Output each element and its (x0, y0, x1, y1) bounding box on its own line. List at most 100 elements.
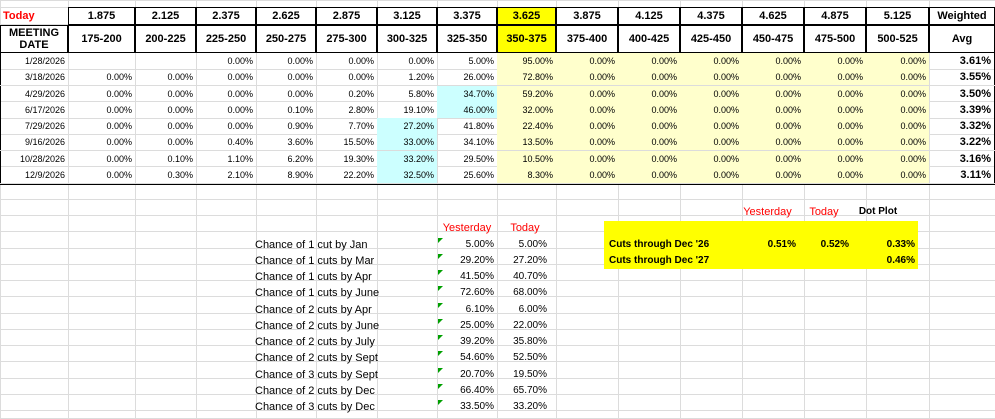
rate-header[interactable]: 1.875 (68, 7, 135, 25)
probability-cell[interactable]: 1.20% (408, 72, 434, 82)
probability-cell[interactable]: 0.00% (742, 53, 804, 69)
probability-cell[interactable]: 2.10% (227, 170, 253, 180)
rate-header[interactable]: 2.375 (196, 7, 256, 25)
range-header[interactable]: 175-200 (68, 25, 135, 53)
probability-cell[interactable]: 0.00% (556, 118, 618, 134)
chance-yesterday[interactable]: 41.50% (460, 271, 494, 282)
probability-cell[interactable]: 1.10% (227, 154, 253, 164)
probability-cell[interactable]: 0.00% (618, 102, 680, 118)
probability-cell[interactable]: 0.00% (556, 69, 618, 85)
range-header[interactable]: 350-375 (497, 25, 556, 53)
probability-cell[interactable]: 0.00% (287, 72, 313, 82)
probability-cell[interactable]: 0.00% (804, 167, 866, 183)
probability-cell[interactable]: 0.00% (287, 56, 313, 66)
probability-cell[interactable]: 0.20% (348, 89, 374, 99)
chance-label[interactable]: Chance of 1 cut by Jan (255, 239, 368, 251)
meeting-date-cell[interactable]: 6/17/2026 (0, 102, 68, 118)
probability-cell[interactable]: 0.30% (167, 170, 193, 180)
meeting-date-cell[interactable]: 4/29/2026 (0, 86, 68, 102)
meeting-date-cell[interactable]: 9/16/2026 (0, 134, 68, 150)
probability-cell[interactable]: 0.00% (680, 118, 742, 134)
cuts-label[interactable]: Cuts through Dec '26 (609, 239, 710, 250)
chance-today[interactable]: 40.70% (513, 271, 547, 282)
weighted-avg-cell[interactable]: 3.39% (929, 102, 995, 118)
range-header[interactable]: 200-225 (135, 25, 196, 53)
probability-cell[interactable]: 0.00% (227, 56, 253, 66)
rate-header[interactable]: 2.875 (316, 7, 377, 25)
chance-today[interactable]: 22.00% (513, 320, 547, 331)
probability-cell[interactable]: 0.00% (866, 53, 929, 69)
probability-cell[interactable]: 2.80% (348, 105, 374, 115)
chance-yesterday[interactable]: 25.00% (460, 320, 494, 331)
chance-today[interactable]: 68.00% (513, 287, 547, 298)
probability-cell[interactable]: 8.30% (497, 167, 556, 183)
rate-header[interactable]: 2.125 (135, 7, 196, 25)
probability-cell[interactable]: 25.60% (463, 170, 494, 180)
probability-cell[interactable]: 59.20% (497, 86, 556, 102)
chance-label[interactable]: Chance of 1 cuts by Apr (255, 271, 372, 283)
weighted-avg-cell[interactable]: 3.50% (929, 86, 995, 102)
chance-today[interactable]: 35.80% (513, 336, 547, 347)
rate-header[interactable]: 3.625 (497, 7, 556, 25)
weighted-avg-cell[interactable]: 3.22% (929, 134, 995, 150)
probability-cell[interactable]: 0.00% (227, 121, 253, 131)
probability-cell[interactable]: 0.00% (804, 134, 866, 150)
probability-cell[interactable]: 0.00% (742, 118, 804, 134)
probability-cell[interactable]: 33.00% (377, 134, 437, 150)
chance-label[interactable]: Chance of 2 cuts by Apr (255, 304, 372, 316)
rate-header[interactable]: 3.125 (377, 7, 437, 25)
range-header[interactable]: 300-325 (377, 25, 437, 53)
probability-cell[interactable]: 0.00% (680, 151, 742, 167)
probability-cell[interactable]: 10.50% (497, 151, 556, 167)
chance-label[interactable]: Chance of 2 cuts by June (255, 320, 380, 332)
probability-cell[interactable]: 22.40% (497, 118, 556, 134)
chance-today[interactable]: 27.20% (513, 255, 547, 266)
probability-cell[interactable]: 26.00% (463, 72, 494, 82)
cuts-today-header[interactable]: Today (809, 206, 839, 218)
chance-yesterday[interactable]: 66.40% (460, 385, 494, 396)
chance-yesterday[interactable]: 72.60% (460, 287, 494, 298)
range-header[interactable]: 400-425 (618, 25, 680, 53)
probability-cell[interactable]: 0.00% (804, 102, 866, 118)
probability-cell[interactable]: 0.00% (348, 72, 374, 82)
probability-cell[interactable]: 0.00% (106, 89, 132, 99)
probability-cell[interactable]: 29.50% (463, 154, 494, 164)
probability-cell[interactable]: 0.00% (106, 72, 132, 82)
chance-yesterday[interactable]: 6.10% (465, 304, 494, 315)
probability-cell[interactable]: 0.00% (680, 134, 742, 150)
probability-cell[interactable]: 0.00% (804, 118, 866, 134)
probability-cell[interactable]: 34.10% (463, 137, 494, 147)
cuts-today[interactable]: 0.52% (820, 239, 849, 250)
rate-header[interactable]: 3.375 (437, 7, 497, 25)
range-header[interactable]: 225-250 (196, 25, 256, 53)
probability-cell[interactable]: 0.00% (866, 86, 929, 102)
probability-cell[interactable]: 0.00% (618, 134, 680, 150)
cuts-label[interactable]: Cuts through Dec '27 (609, 255, 710, 266)
chance-yesterday[interactable]: 54.60% (460, 352, 494, 363)
chance-today[interactable]: 19.50% (513, 369, 547, 380)
dot-plot-header[interactable]: Dot Plot (858, 206, 898, 217)
range-header[interactable]: 450-475 (742, 25, 804, 53)
weighted-avg-cell[interactable]: 3.61% (929, 53, 995, 69)
probability-cell[interactable]: 0.00% (866, 118, 929, 134)
meeting-date-cell[interactable]: 1/28/2026 (0, 53, 68, 69)
cuts-yesterday-header[interactable]: Yesterday (743, 206, 792, 218)
avg-header[interactable]: Avg (929, 25, 995, 53)
probability-cell[interactable]: 13.50% (497, 134, 556, 150)
probability-cell[interactable]: 0.00% (106, 137, 132, 147)
probability-cell[interactable]: 0.00% (167, 72, 193, 82)
chance-today[interactable]: 33.20% (513, 401, 547, 412)
rate-header[interactable]: 4.875 (804, 7, 866, 25)
chance-today[interactable]: 65.70% (513, 385, 547, 396)
meeting-date-header[interactable]: MEETING DATE (0, 25, 68, 53)
probability-cell[interactable]: 0.00% (680, 69, 742, 85)
probability-cell[interactable]: 0.00% (227, 72, 253, 82)
chance-today[interactable]: 52.50% (513, 352, 547, 363)
probability-cell[interactable]: 7.70% (348, 121, 374, 131)
probability-cell[interactable]: 32.50% (377, 167, 437, 183)
probability-cell[interactable]: 5.00% (468, 56, 494, 66)
cuts-yesterday[interactable] (736, 253, 799, 269)
probability-cell[interactable]: 0.00% (680, 53, 742, 69)
probability-cell[interactable]: 0.10% (167, 154, 193, 164)
